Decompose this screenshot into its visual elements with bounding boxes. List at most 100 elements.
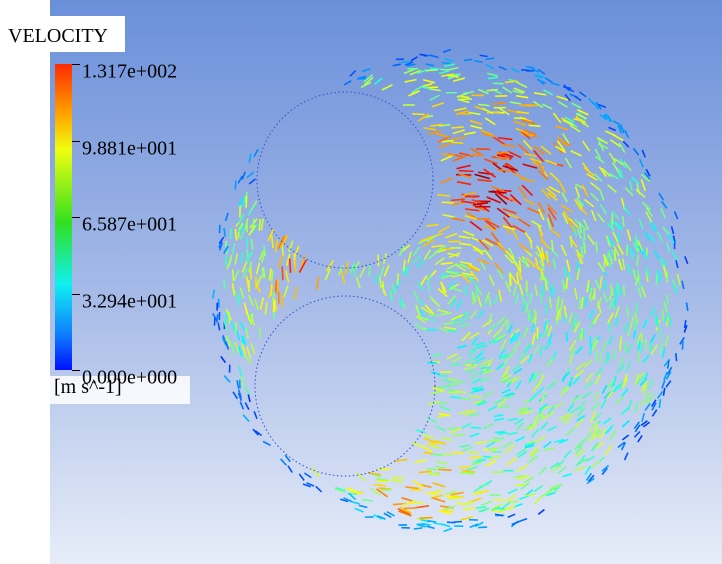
vector (600, 276, 602, 288)
vector (232, 283, 234, 295)
vector (510, 102, 521, 104)
vector (541, 392, 546, 402)
vector (596, 242, 597, 253)
vector (464, 59, 472, 60)
vector (426, 70, 437, 71)
vector (295, 287, 297, 300)
vector (263, 441, 270, 445)
tick-label: 6.587e+001 (82, 214, 177, 237)
vector (530, 311, 531, 321)
vector (486, 65, 494, 69)
vector (438, 386, 448, 388)
vector (449, 498, 461, 499)
vector (625, 130, 629, 138)
vector (441, 437, 452, 440)
vector (494, 415, 504, 417)
vector (636, 303, 637, 314)
vector (237, 380, 239, 388)
vector (429, 89, 441, 91)
vector (462, 332, 470, 341)
vector (519, 244, 530, 252)
vector (406, 487, 419, 489)
vector (541, 293, 542, 304)
vector (635, 235, 636, 245)
vector (437, 195, 450, 196)
vector (480, 55, 488, 56)
vector (633, 269, 636, 280)
vector (451, 199, 465, 200)
vector (561, 245, 566, 256)
vector (282, 245, 283, 257)
vector (514, 121, 526, 125)
vector (483, 456, 493, 457)
vector (530, 158, 542, 162)
vector (241, 323, 246, 331)
vector (456, 165, 470, 168)
vector (451, 127, 463, 128)
legend-title: VELOCITY (0, 16, 125, 52)
vector (439, 226, 450, 232)
vector (677, 274, 680, 285)
vector (505, 445, 514, 453)
vector (517, 272, 518, 284)
vector (643, 355, 649, 363)
vector (278, 255, 282, 267)
vector (608, 127, 615, 130)
tick-mark (72, 141, 80, 142)
vector (566, 277, 568, 289)
vector (359, 505, 367, 507)
vector (500, 321, 506, 330)
vector (508, 151, 521, 157)
vector (452, 288, 462, 291)
vector (597, 138, 607, 143)
vector (578, 408, 585, 416)
vector (414, 291, 419, 301)
vector (431, 245, 443, 246)
vector (342, 271, 345, 283)
vector (233, 243, 235, 253)
vector (480, 378, 490, 382)
vector (453, 78, 465, 81)
vector (484, 159, 497, 164)
vector (419, 471, 432, 472)
vector (415, 324, 424, 330)
vector (571, 407, 579, 413)
vector (350, 71, 356, 77)
vector (498, 138, 512, 140)
vector (477, 259, 489, 264)
vector (356, 277, 360, 288)
vector (351, 501, 360, 503)
vector (444, 528, 453, 531)
vector (235, 181, 236, 190)
vector (521, 134, 534, 135)
vector (382, 85, 393, 90)
vector (571, 321, 574, 331)
vector (458, 236, 470, 238)
vector (576, 187, 580, 198)
vector (642, 413, 644, 422)
vector (574, 467, 585, 471)
vector (488, 77, 498, 78)
vector (645, 403, 650, 410)
vector (445, 233, 457, 237)
vector (502, 145, 515, 147)
vector (465, 358, 474, 363)
vector (286, 270, 289, 282)
vector (247, 237, 248, 247)
vector (431, 391, 442, 393)
vector (481, 501, 491, 505)
vector (526, 302, 528, 313)
vector (538, 69, 545, 74)
vector (369, 265, 370, 276)
vector (432, 103, 444, 107)
tick-label: 0.000e+000 (82, 367, 177, 390)
vector (663, 227, 670, 235)
vector (501, 339, 506, 349)
vector (453, 156, 466, 161)
vector (579, 92, 586, 97)
vector (645, 232, 649, 241)
vector (431, 299, 440, 307)
vector (615, 307, 619, 318)
vector (441, 156, 452, 161)
vector (685, 256, 688, 263)
